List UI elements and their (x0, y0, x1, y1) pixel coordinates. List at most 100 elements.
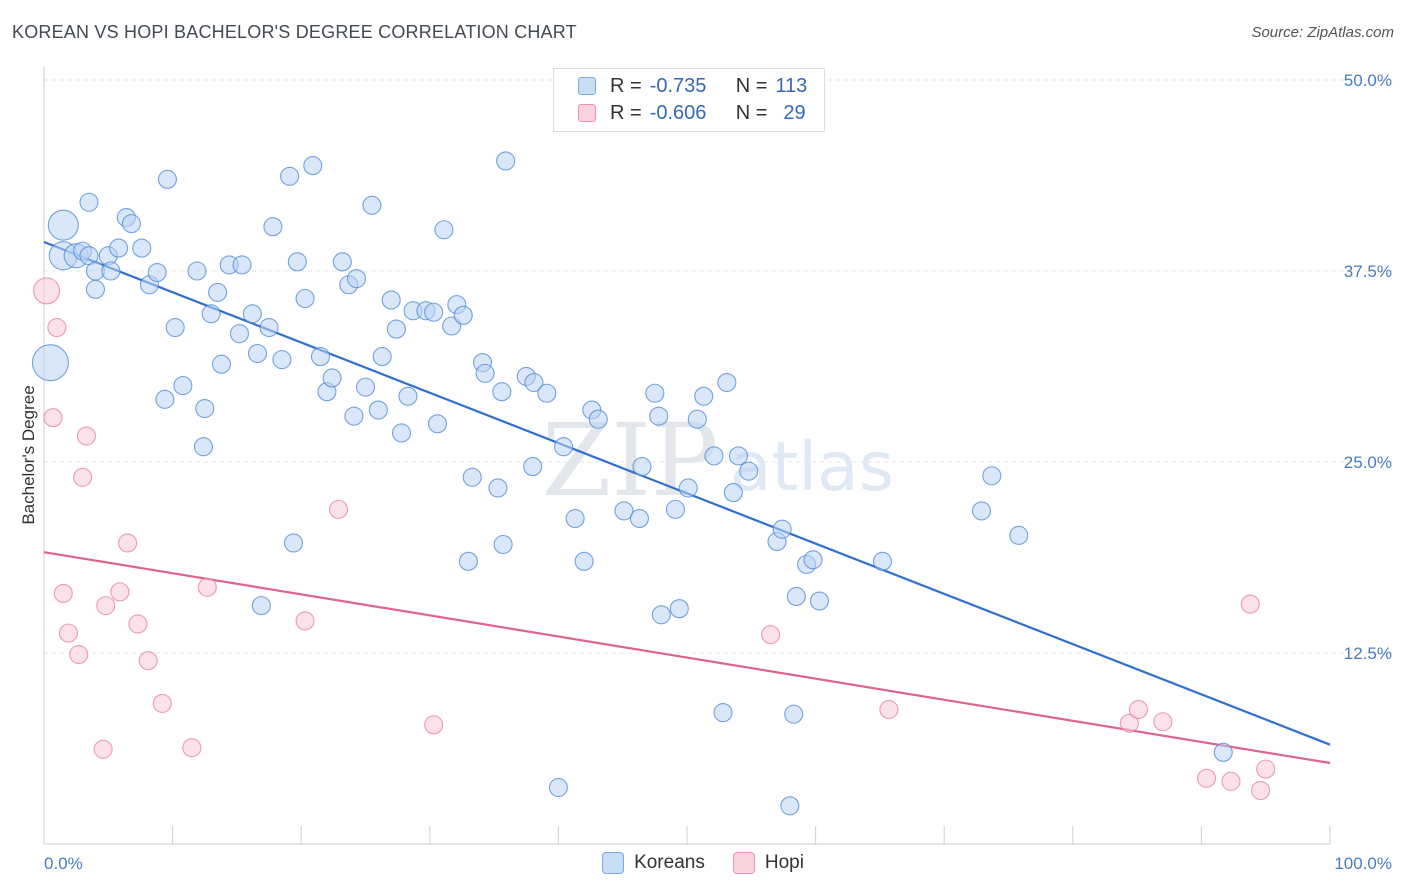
legend-r-value: -0.735 (649, 74, 707, 97)
data-point (588, 409, 608, 429)
data-point (242, 304, 262, 324)
data-point (553, 437, 574, 457)
data-point (76, 426, 96, 446)
data-point (96, 596, 116, 616)
data-point (346, 269, 367, 289)
data-point (723, 483, 743, 503)
data-point (109, 238, 129, 258)
data-point (344, 406, 364, 426)
data-point (614, 501, 634, 521)
legend-n-value: 113 (775, 74, 808, 97)
data-point (47, 209, 79, 241)
data-point (93, 739, 113, 759)
data-point (687, 409, 707, 429)
data-point (182, 738, 202, 758)
tick-labels: 12.5% 25.0% 37.5% 50.0% 0.0% 100.0% (44, 71, 1392, 873)
data-point (211, 354, 232, 374)
legend-row-koreans: R = -0.735 N = 113 (578, 73, 807, 99)
data-point (362, 195, 382, 215)
data-point (717, 372, 737, 393)
data-point (398, 386, 418, 406)
data-point (565, 508, 585, 529)
data-point (728, 446, 748, 466)
data-point (427, 414, 448, 434)
gridlines (44, 79, 1392, 654)
data-point (295, 288, 315, 309)
data-point (283, 533, 304, 553)
data-point (786, 586, 806, 607)
data-point (424, 302, 444, 322)
data-point (138, 651, 158, 671)
data-point (303, 156, 323, 176)
data-point (548, 777, 568, 798)
data-point (424, 715, 444, 735)
data-point (372, 347, 392, 367)
data-point (434, 220, 454, 240)
data-point (381, 290, 401, 310)
data-point (645, 383, 665, 403)
y-axis-label: Bachelor's Degree (19, 385, 38, 524)
data-point (488, 478, 508, 498)
y-tick-label: 12.5% (1344, 644, 1392, 663)
data-point (79, 192, 99, 212)
data-point (523, 457, 543, 477)
data-point (310, 347, 331, 367)
data-point (1196, 768, 1217, 788)
data-point (251, 596, 271, 616)
legend-r-value: -0.606 (649, 101, 707, 124)
series-points-hopi (33, 277, 1276, 801)
series-legend: Koreans Hopi (0, 852, 1406, 874)
data-point (263, 217, 283, 237)
data-point (201, 304, 221, 324)
data-point (629, 508, 649, 529)
data-point (110, 582, 130, 602)
legend-n-label: N = (735, 74, 768, 97)
data-point (58, 623, 78, 643)
data-point (132, 238, 152, 258)
series-legend-label: Hopi (764, 852, 804, 873)
data-point (784, 704, 804, 724)
data-point (173, 376, 193, 396)
data-point (492, 382, 512, 402)
data-point (128, 614, 148, 634)
data-point (772, 519, 792, 539)
series-legend-label: Koreans (634, 852, 705, 873)
x-tick-label: 100.0% (1334, 854, 1392, 873)
data-point (1256, 759, 1276, 779)
data-point (332, 252, 352, 272)
data-point (493, 534, 513, 555)
data-point (1213, 742, 1233, 762)
data-point (368, 400, 388, 420)
chart-title: KOREAN VS HOPI BACHELOR'S DEGREE CORRELA… (12, 22, 577, 42)
data-point (1251, 780, 1271, 801)
data-point (391, 423, 412, 443)
data-point (165, 317, 185, 338)
data-point (524, 372, 544, 393)
data-point (809, 591, 830, 611)
data-point (982, 466, 1002, 486)
data-point (803, 550, 823, 570)
y-tick-label: 25.0% (1344, 453, 1392, 472)
data-point (152, 693, 172, 713)
data-point (229, 324, 250, 344)
data-point (101, 261, 121, 281)
legend-swatch-koreans (578, 77, 596, 95)
data-point (328, 499, 349, 519)
data-point (713, 703, 733, 723)
y-tick-label: 50.0% (1344, 71, 1392, 90)
data-point (475, 363, 495, 383)
data-points (31, 151, 1276, 816)
data-point (147, 262, 167, 283)
data-point (739, 461, 759, 481)
data-point (259, 317, 279, 338)
data-point (155, 389, 175, 409)
series-swatch-koreans (602, 852, 625, 874)
legend-n-label: N = (735, 101, 768, 124)
data-point (872, 551, 893, 571)
data-point (280, 166, 300, 186)
data-point (1221, 771, 1241, 791)
data-point (453, 305, 473, 325)
data-point (197, 577, 217, 597)
data-point (43, 408, 63, 428)
